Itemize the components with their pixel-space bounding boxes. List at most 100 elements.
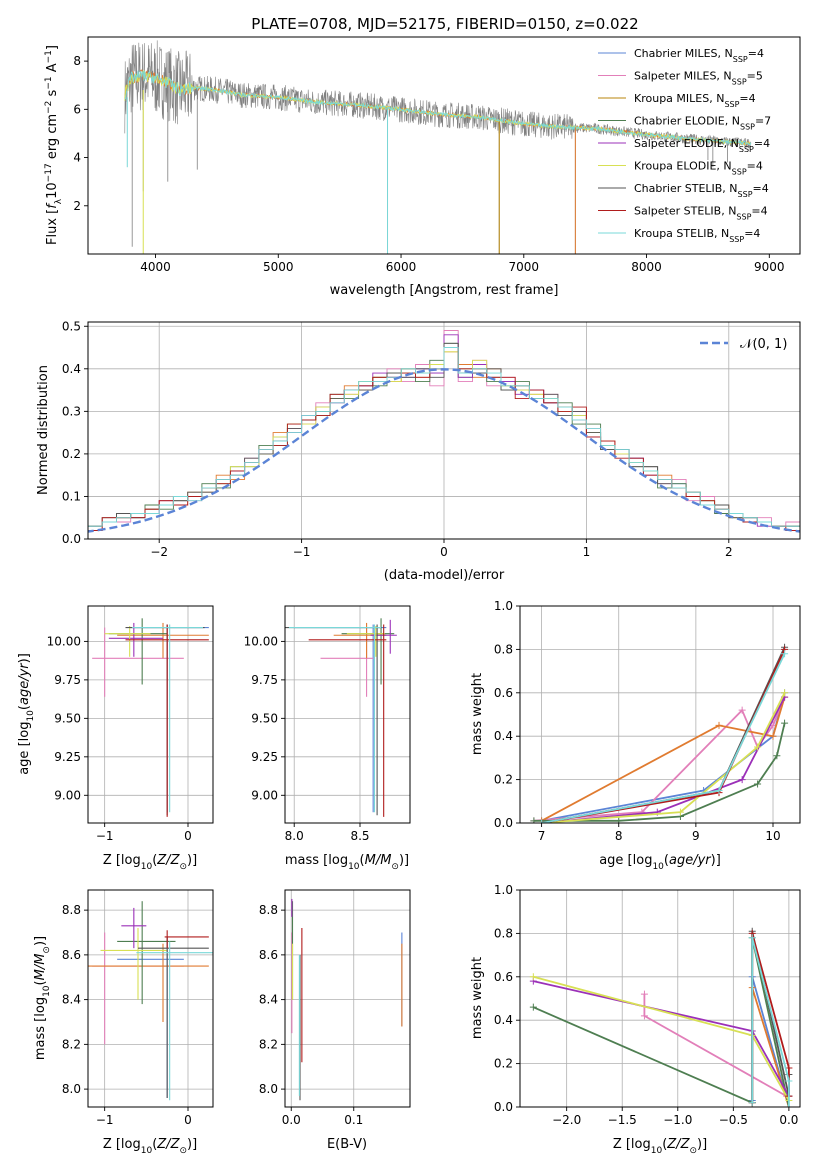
- legend-label-text: Chabrier STELIB, N: [634, 182, 738, 195]
- axes-frame: [284, 889, 411, 1108]
- y-tick-label: 0.5: [62, 319, 81, 333]
- y-tick-label: 0.2: [494, 1057, 513, 1071]
- label-part: 10: [348, 862, 360, 872]
- weight-series-line: [533, 722, 786, 822]
- y-tick-label: 8: [73, 54, 81, 68]
- x-tick-label: 8.0: [285, 829, 304, 843]
- legend-label-sub: SSP: [724, 100, 739, 109]
- axes-frame: [519, 605, 801, 824]
- weight-point-marker: [785, 1103, 793, 1107]
- label-part: ⊙: [179, 862, 187, 872]
- legend-label-text: Kroupa ELODIE, N: [634, 160, 732, 173]
- label-part: ⊙: [42, 946, 52, 954]
- axes-frame: [87, 36, 801, 255]
- weight-point-marker: [769, 732, 777, 740]
- weight-point-marker: [715, 786, 723, 794]
- axes-frame: [284, 605, 411, 824]
- x-axis-label: (data-model)/error: [384, 568, 505, 583]
- y-tick-label: 9.00: [54, 788, 81, 802]
- x-tick-label: 0.0: [779, 1113, 798, 1127]
- y-axis-label: Normed distribution: [36, 365, 51, 495]
- y-tick-label: 8.8: [62, 903, 81, 917]
- x-tick-label: 7: [538, 829, 546, 843]
- label-part: )]: [697, 1137, 707, 1152]
- label-part: erg cm: [45, 114, 60, 163]
- legend-label-sub: SSP: [739, 145, 754, 154]
- axes-frame: [519, 889, 801, 1108]
- x-tick-label: −1: [96, 829, 114, 843]
- label-part: ⊙: [391, 862, 399, 872]
- weight-point-marker: [738, 776, 746, 784]
- label-part: Z [log: [613, 1137, 651, 1152]
- label-part: −17: [44, 163, 54, 182]
- x-tick-label: 9: [692, 829, 700, 843]
- y-axis-label: mass weight: [470, 673, 485, 755]
- weight-point-marker: [781, 689, 789, 697]
- x-tick-label: 1: [583, 545, 591, 559]
- legend-label: Salpeter STELIB, NSSP=4: [634, 205, 768, 222]
- plot-area: [124, 40, 752, 254]
- y-tick-label: 0.2: [62, 447, 81, 461]
- weight-series-line: [541, 692, 786, 823]
- label-part: (: [152, 853, 157, 868]
- legend-label-text: Chabrier ELODIE, N: [634, 115, 740, 128]
- label-part: )]: [33, 936, 48, 946]
- x-axis-label: Z [log10(Z/Z⊙)]: [103, 853, 197, 872]
- plot-area: [530, 643, 789, 823]
- y-tick-label: 1.0: [494, 599, 513, 613]
- x-axis-label: Z [log10(Z/Z⊙)]: [103, 1137, 197, 1156]
- x-tick-label: 10: [765, 829, 780, 843]
- legend-label-sub: SSP: [733, 55, 748, 64]
- legend-label-text: Salpeter STELIB, N: [634, 205, 736, 218]
- y-tick-label: 0.8: [494, 926, 513, 940]
- y-tick-label: 0.2: [494, 773, 513, 787]
- y-axis-label: mass [log10(M/M⊙)]: [33, 936, 52, 1060]
- legend-label: Kroupa ELODIE, NSSP=4: [634, 160, 763, 177]
- y-axis-label: mass weight: [470, 957, 485, 1039]
- legend-label: Kroupa STELIB, NSSP=4: [634, 227, 760, 244]
- weight-series-line: [751, 937, 790, 1107]
- label-part: mass [log: [33, 997, 48, 1060]
- weight-point-marker: [715, 721, 723, 729]
- x-tick-label: 0: [440, 545, 448, 559]
- y-tick-label: 2: [73, 199, 81, 213]
- weight-point-marker: [781, 719, 789, 727]
- legend-label-sub: SSP: [736, 212, 751, 221]
- label-part: M/M: [33, 954, 48, 981]
- x-axis-label: age [log10(age/yr)]: [599, 853, 721, 872]
- label-part: ⊙: [689, 1146, 697, 1156]
- label-part: 10: [45, 182, 60, 199]
- x-tick-label: 6000: [386, 260, 417, 274]
- legend-label: 𝒩(0, 1): [740, 337, 787, 352]
- label-part: −1: [44, 76, 54, 89]
- panel-mass-vs-Z: −1 08.08.28.48.68.8Z [log10(Z/Z⊙)]mass [l…: [33, 889, 214, 1156]
- weight-point-marker: [640, 990, 648, 998]
- label-part: ]: [45, 45, 60, 50]
- legend-label-sub: SSP: [738, 190, 753, 199]
- label-part: (: [152, 1137, 157, 1152]
- weight-series-line: [533, 696, 786, 822]
- y-tick-label: 9.25: [54, 750, 81, 764]
- x-axis-label: mass [log10(M/M⊙)]: [285, 853, 409, 872]
- label-part: mass [log: [285, 853, 348, 868]
- x-tick-label: 5000: [263, 260, 294, 274]
- x-tick-label: 0.1: [344, 1113, 363, 1127]
- weight-point-marker: [748, 1099, 756, 1107]
- y-tick-label: 0.4: [494, 1013, 513, 1027]
- x-axis-label: E(B-V): [327, 1137, 367, 1152]
- label-part: 10: [651, 1146, 663, 1156]
- legend-label-text: Salpeter MILES, N: [634, 70, 732, 83]
- legend-label-sub: SSP: [729, 235, 744, 244]
- x-tick-label: 0.0: [282, 1113, 301, 1127]
- label-part: age/yr: [17, 662, 32, 705]
- label-part: )]: [187, 853, 197, 868]
- legend-label-text: Chabrier MILES, N: [634, 47, 733, 60]
- label-part: age/yr: [669, 853, 712, 868]
- legend-label: Chabrier MILES, NSSP=4: [634, 47, 764, 64]
- y-tick-label: 0.6: [494, 686, 513, 700]
- weight-point-marker: [615, 817, 623, 823]
- weight-point-marker: [748, 934, 756, 942]
